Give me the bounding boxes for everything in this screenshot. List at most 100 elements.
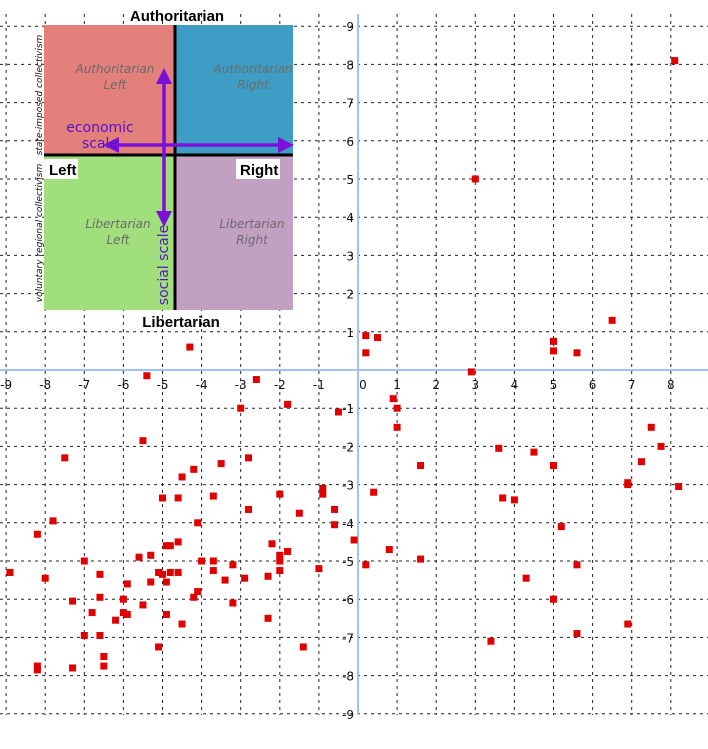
data-point: [162, 542, 170, 550]
data-point: [198, 557, 206, 565]
y-tick-label: -4: [342, 517, 354, 531]
data-point: [190, 593, 198, 601]
y-tick-label: 4: [346, 211, 354, 225]
data-point: [155, 643, 163, 651]
left-label-box: [44, 159, 78, 179]
data-point: [573, 630, 581, 638]
x-tick-label: -4: [196, 378, 208, 392]
data-point: [162, 578, 170, 586]
quadrant-tl-line2: Left: [104, 78, 128, 92]
data-point: [241, 574, 249, 582]
data-point: [174, 494, 182, 502]
data-point: [88, 609, 96, 617]
data-point: [162, 610, 170, 618]
data-point: [362, 561, 370, 569]
data-point: [80, 557, 88, 565]
data-point: [471, 175, 479, 183]
data-point: [119, 595, 127, 603]
data-point: [159, 570, 166, 578]
data-point: [252, 376, 260, 384]
data-point: [6, 568, 14, 576]
data-point: [194, 519, 202, 527]
social-scale-arrowhead-up: [156, 68, 172, 84]
data-point: [370, 488, 378, 496]
y-tick-label: 9: [346, 20, 354, 34]
data-point: [264, 614, 272, 622]
data-point: [100, 662, 108, 670]
data-point: [530, 448, 538, 456]
data-point: [221, 576, 229, 584]
y-tick-labels: 9 8 7 6 5 4 3 2 1 -1 -2 -3 -4 -5 -6 -7 -8 -9: [342, 20, 354, 722]
data-point: [237, 404, 245, 412]
data-point: [608, 316, 616, 324]
data-point: [573, 349, 581, 357]
compass-inset: Authoritarian Left Authoritarian Right L…: [35, 8, 294, 331]
x-tick-label: 1: [393, 378, 401, 392]
x-tick-label: 8: [667, 378, 675, 392]
y-tick-label: -5: [342, 555, 354, 569]
data-point: [319, 490, 327, 498]
data-point: [245, 505, 253, 513]
data-point: [624, 481, 632, 489]
economic-scale-label-line2: scale: [82, 136, 118, 152]
data-point: [194, 588, 202, 596]
y-tick-label: 7: [346, 97, 354, 111]
data-point: [190, 465, 198, 473]
data-point: [550, 462, 557, 469]
y-tick-label: 5: [346, 173, 354, 187]
quadrant-br-line1: Libertarian: [219, 217, 284, 231]
data-point: [362, 332, 370, 340]
data-point: [299, 643, 307, 651]
economic-scale-arrowhead-right: [278, 137, 294, 153]
data-point: [276, 490, 284, 498]
quadrant-libertarian-right: [175, 155, 293, 310]
data-point: [284, 400, 292, 408]
data-point: [33, 530, 41, 538]
x-tick-label: -1: [313, 378, 325, 392]
data-point: [573, 561, 581, 569]
data-point: [112, 616, 120, 624]
data-point: [647, 423, 655, 431]
data-point: [334, 408, 342, 416]
quadrant-tr-line1: Authoritarian: [212, 62, 292, 76]
data-point: [393, 404, 401, 412]
right-label: Right: [240, 162, 278, 179]
data-point: [147, 551, 155, 559]
data-point: [166, 568, 174, 576]
data-point: [139, 601, 147, 609]
y-tick-label: -7: [342, 631, 354, 645]
authoritarian-label: Authoritarian: [130, 8, 224, 25]
data-point: [229, 599, 237, 607]
y-tick-label: 8: [346, 58, 354, 72]
data-point: [174, 538, 182, 546]
x-tick-label: -2: [274, 378, 286, 392]
data-point: [123, 610, 131, 618]
data-point: [135, 553, 143, 561]
x-tick-label: 7: [628, 378, 636, 392]
data-point: [319, 484, 327, 492]
data-points: [6, 57, 683, 674]
data-point: [389, 395, 397, 403]
data-point: [268, 540, 276, 548]
grid-lines: [0, 14, 708, 715]
left-label: Left: [49, 162, 77, 179]
data-point: [49, 517, 57, 525]
y-tick-label: -3: [342, 479, 354, 493]
data-point: [178, 473, 186, 481]
data-point: [510, 496, 518, 504]
data-point: [276, 551, 284, 559]
social-scale-label: social scale: [156, 225, 172, 305]
data-point: [671, 57, 679, 65]
data-point: [550, 337, 557, 345]
x-tick-label: 2: [432, 378, 440, 392]
x-tick-label: 3: [471, 378, 479, 392]
y-tick-label: -1: [342, 402, 354, 416]
data-point: [174, 568, 182, 576]
data-point: [119, 609, 127, 617]
axes: [0, 14, 708, 715]
data-point: [245, 454, 253, 462]
data-point: [467, 368, 475, 376]
y-tick-label: -8: [342, 670, 354, 684]
data-point: [159, 494, 166, 502]
data-point: [284, 547, 292, 555]
